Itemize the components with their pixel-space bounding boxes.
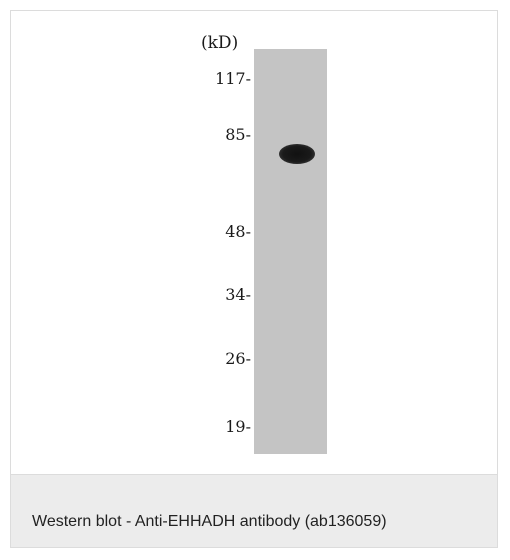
molecular-weight-unit-label: (kD) — [201, 33, 238, 53]
marker-117: 117- — [215, 69, 251, 88]
marker-34: 34- — [225, 285, 251, 304]
caption-bar: Western blot - Anti-EHHADH antibody (ab1… — [11, 474, 497, 547]
figure-card: (kD) 117- 85- 48- 34- 26- 19- Western bl… — [10, 10, 498, 548]
protein-band — [279, 144, 315, 164]
marker-48: 48- — [225, 222, 251, 241]
marker-19: 19- — [225, 417, 251, 436]
blot-lane — [254, 49, 327, 454]
marker-26: 26- — [225, 349, 251, 368]
figure-caption: Western blot - Anti-EHHADH antibody (ab1… — [32, 513, 387, 531]
marker-85: 85- — [225, 125, 251, 144]
western-blot-image: (kD) 117- 85- 48- 34- 26- 19- — [11, 11, 497, 473]
